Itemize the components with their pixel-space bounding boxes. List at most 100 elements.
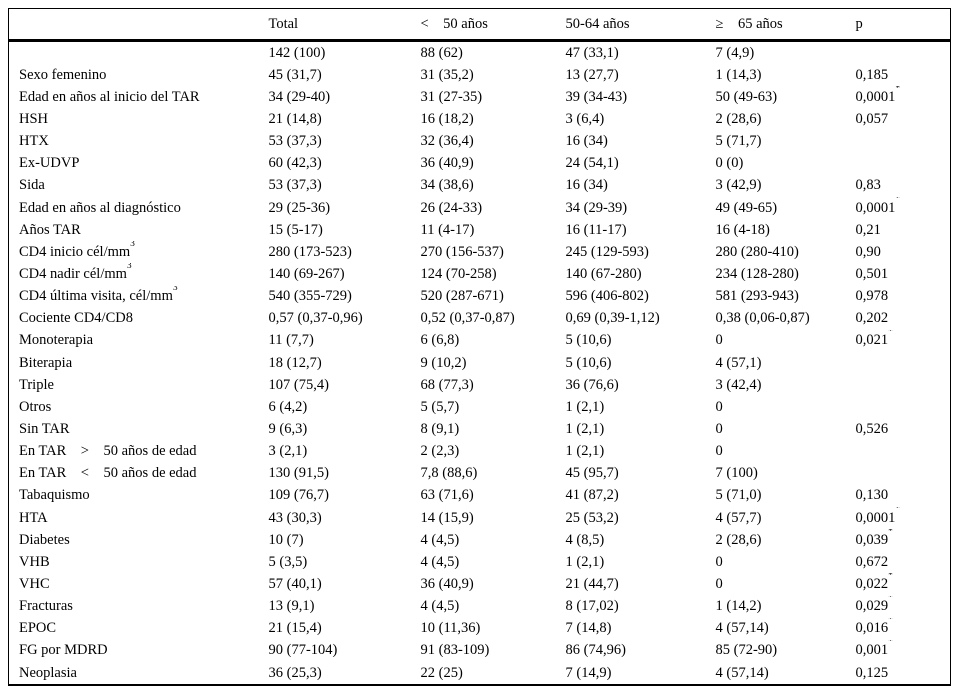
table-row: Sida 53 (37,3) 34 (38,6) 16 (34) 3 (42,9) 0,8… [9,175,951,197]
data-cell: 4 (57,14) [715,664,769,681]
data-cell: 7 (14,9) [565,664,612,681]
data-cell: 3 (42,4) [715,376,762,393]
data-cell: 68 (77,3) [420,376,474,393]
column-header-2: < 50 años [412,8,558,42]
data-cell: 107 (75,4) [268,376,329,393]
p-value-cell: 0,125 [855,664,889,681]
p-value-cell: 0,90 [855,243,881,260]
p-value-cell: 0,202 [855,310,889,327]
data-cell: 4 (4,5) [420,553,460,570]
data-cell: 39 (34-43) [565,88,628,105]
row-label: Años TAR [19,221,81,238]
data-cell: 16 (4-18) [715,221,770,238]
table-row: CD4 última visita, cél/mm3 540 (355-729) 5… [9,286,951,308]
p-value-cell [848,153,951,175]
table-row: Diabetes 10 (7) 4 (4,5) 4 (8,5) 2 (28,6) 0,03… [9,529,951,551]
data-cell: 3 (2,1) [268,443,308,460]
data-cell: 0 [715,443,723,460]
data-cell: 18 (12,7) [268,354,322,371]
p-value-cell: 0,0001* [848,197,951,219]
data-cell: 13 (9,1) [268,598,315,615]
row-label: VHC [19,575,50,592]
table-row: EPOC 21 (15,4) 10 (11,36) 7 (14,8) 4 (57,14)… [9,618,951,640]
row-label: Sin TAR [19,420,70,437]
data-cell: 6 (6,8) [420,332,460,349]
data-cell: 4 (57,14) [715,620,769,637]
data-cell: 10 (7) [268,531,304,548]
data-cell: 2 (2,3) [420,443,460,460]
row-label: VHB [19,553,50,570]
data-cell: 5 (10,6) [565,332,612,349]
data-cell: 45 (95,7) [565,465,619,482]
table-row: Edad en años al inicio del TAR 34 (29-40)… [9,86,951,108]
data-cell: 21 (15,4) [268,620,322,637]
row-label: HTX [19,133,49,150]
column-header-4: ≥ 65 años [707,8,848,42]
table-row: FG por MDRD 90 (77-104) 91 (83-109) 86 (74,… [9,640,951,662]
data-cell: 0 [715,553,723,570]
data-cell: 0,57 (0,37-0,96) [268,310,363,327]
row-label: EPOC [19,620,57,637]
data-cell: 53 (37,3) [268,177,322,194]
data-cell: 90 (77-104) [268,642,338,659]
superscript-marker: * [888,595,893,603]
data-cell: 7 (4,9) [715,44,755,61]
row-label: HSH [19,110,49,127]
data-cell: 7 (14,8) [565,620,612,637]
data-cell: 26 (24-33) [420,199,483,216]
column-header-3: 50-64 años [557,8,708,42]
data-cell: 88 (62) [420,44,463,61]
data-cell: 124 (70-258) [420,265,497,282]
p-value-cell: 0,21 [855,221,881,238]
row-label: CD4 inicio cél/mm3 [9,241,261,263]
superscript-marker: * [888,639,893,648]
data-cell: 280 (173-523) [268,243,352,260]
data-cell: 15 (5-17) [268,221,323,238]
data-cell: 34 (38,6) [420,177,474,194]
table-row: Sin TAR 9 (6,3) 8 (9,1) 1 (2,1) 0 0,526 [9,418,951,440]
data-cell: 60 (42,3) [268,155,322,172]
data-cell: 21 (44,7) [565,575,619,592]
data-cell: 3 (42,9) [715,177,762,194]
data-cell: 11 (4-17) [420,221,475,238]
p-value-cell: 0,016* [848,618,951,640]
data-cell: 7 (100) [715,465,758,482]
data-cell: 5 (71,0) [715,487,762,504]
p-value-cell: 0,130 [855,487,889,504]
p-value-cell: 0,021* [848,330,951,352]
data-cell: 63 (71,6) [420,487,474,504]
p-value-cell: 0,022* [848,573,951,595]
data-cell: 43 (30,3) [268,509,322,526]
table-row: Años TAR 15 (5-17) 11 (4-17) 16 (11-17) 16 (… [9,219,951,241]
row-label: CD4 nadir cél/mm3 [9,263,261,285]
data-cell: 596 (406-802) [565,288,649,305]
data-cell: 9 (10,2) [420,354,467,371]
table-row: HTA 43 (30,3) 14 (15,9) 25 (53,2) 4 (57,7) 0,… [9,507,951,529]
data-cell: 4 (57,1) [715,354,762,371]
table-body: 142 (100) 88 (62) 47 (33,1) 7 (4,9) Sexo fem… [9,41,951,686]
row-label: HTA [19,509,48,526]
data-cell: 0,52 (0,37-0,87) [420,310,515,327]
data-cell: 5 (3,5) [268,553,308,570]
row-label: FG por MDRD [19,642,108,659]
p-value-cell [848,352,951,374]
data-cell: 140 (67-280) [565,265,642,282]
table-row: Biterapia 18 (12,7) 9 (10,2) 5 (10,6) 4 (57,… [9,352,951,374]
data-cell: 16 (11-17) [565,221,627,238]
data-cell: 3 (6,4) [565,110,605,127]
data-cell: 0 [715,398,723,415]
data-cell: 234 (128-280) [715,265,799,282]
table-row: En TAR > 50 años de edad 3 (2,1) 2 (2,3) 1 … [9,441,951,463]
data-cell: 270 (156-537) [420,243,504,260]
table-row: CD4 nadir cél/mm3 140 (69-267) 124 (70-258… [9,263,951,285]
row-label: Ex-UDVP [19,155,80,172]
data-cell: 4 (57,7) [715,509,762,526]
data-cell: 14 (15,9) [420,509,474,526]
table-row: Edad en años al diagnóstico 29 (25-36) 26 … [9,197,951,219]
data-cell: 49 (49-65) [715,199,778,216]
data-cell: 36 (25,3) [268,664,322,681]
data-cell: 41 (87,2) [565,487,619,504]
row-label: Biterapia [19,354,73,371]
data-cell: 520 (287-671) [420,288,504,305]
